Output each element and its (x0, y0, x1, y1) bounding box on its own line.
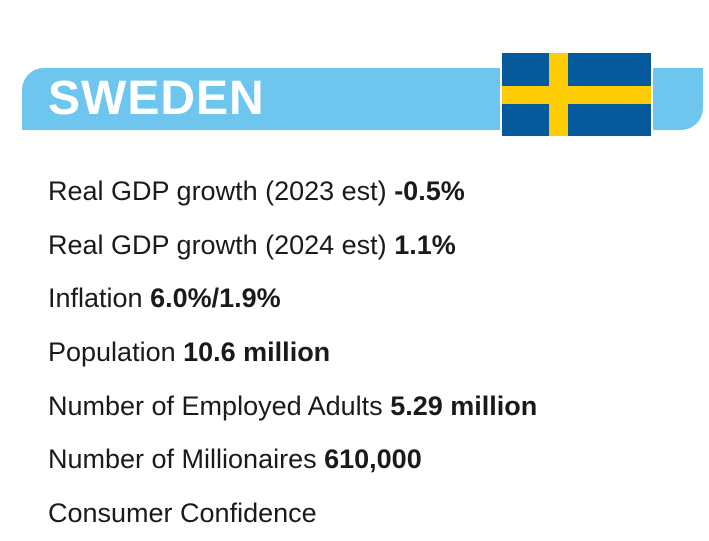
stat-label: Population (48, 337, 176, 368)
stat-label: Real GDP growth (2024 est) (48, 229, 387, 260)
stat-millionaires: Number of Millionaires 610,000 (48, 433, 688, 487)
stat-gdp-2023: Real GDP growth (2023 est) -0.5% (48, 165, 688, 219)
stat-value: 1.1% (394, 229, 456, 260)
stat-inflation: Inflation 6.0%/1.9% (48, 272, 688, 326)
stat-value: 5.29 million (390, 390, 538, 421)
stats-list: Real GDP growth (2023 est) -0.5% Real GD… (48, 165, 688, 541)
stat-value: 10.6 million (183, 337, 331, 368)
stat-gdp-2024: Real GDP growth (2024 est) 1.1% (48, 219, 688, 273)
stat-consumer-confidence: Consumer Confidence (48, 487, 688, 541)
country-title: SWEDEN (48, 72, 265, 125)
sweden-flag-icon (500, 51, 653, 138)
stat-label: Number of Employed Adults (48, 390, 383, 421)
stat-value: -0.5% (394, 176, 465, 206)
stat-value: 610,000 (324, 444, 422, 475)
stat-value: 6.0%/1.9% (150, 283, 281, 314)
stat-label: Consumer Confidence (48, 498, 317, 529)
stat-population: Population 10.6 million (48, 326, 688, 380)
stat-label: Real GDP growth (2023 est) (48, 176, 387, 206)
stat-label: Number of Millionaires (48, 444, 317, 475)
stat-employed-adults: Number of Employed Adults 5.29 million (48, 380, 688, 434)
stat-label: Inflation (48, 283, 143, 314)
